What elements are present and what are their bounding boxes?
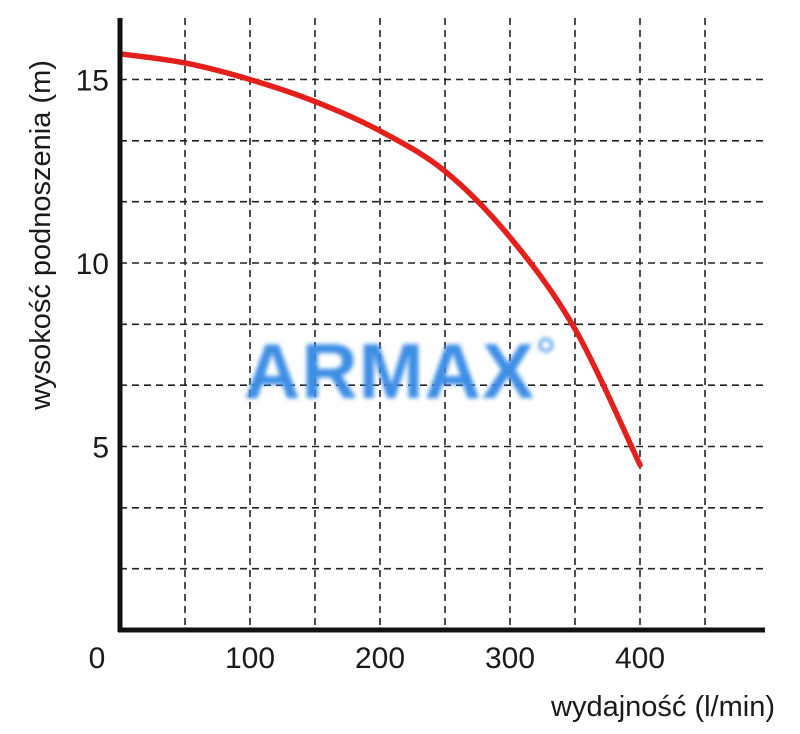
y-tick-label: 10 [76, 248, 109, 281]
axes [117, 18, 765, 633]
watermark-registered-mark [538, 337, 554, 353]
x-tick-label: 0 [89, 642, 106, 675]
x-tick-label: 200 [355, 642, 405, 675]
x-tick-label: 400 [615, 642, 665, 675]
grid-lines [120, 18, 765, 630]
y-axis-title: wysokość podnoszenia (m) [25, 60, 57, 411]
x-tick-label: 300 [485, 642, 535, 675]
x-tick-label: 100 [225, 642, 275, 675]
x-tick-labels: 0 100 200 300 400 [89, 642, 665, 675]
y-tick-label: 15 [76, 65, 109, 98]
watermark-text: ARMAX [244, 327, 535, 415]
x-axis-title: wydajność (l/min) [550, 691, 775, 723]
y-tick-labels: 5 10 15 [76, 65, 109, 465]
watermark: ARMAX [244, 327, 554, 415]
pump-curve-line [117, 51, 643, 468]
y-tick-label: 5 [92, 432, 109, 465]
